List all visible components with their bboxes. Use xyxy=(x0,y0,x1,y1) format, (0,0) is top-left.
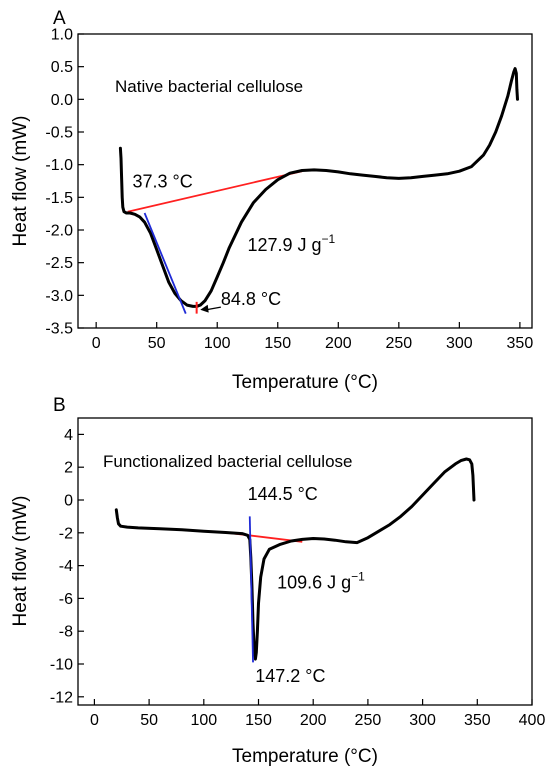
panel-b: B 0 50 100 150 200 250 300 350 400 -12 -10 -8 -6 -4 -2… xyxy=(10,395,545,767)
x-tick-label: 200 xyxy=(300,712,327,729)
panel-a-x-axis-title: Temperature (°C) xyxy=(232,372,378,393)
x-tick-label: 0 xyxy=(92,335,101,352)
panel-a: A 0 50 100 150 200 250 300 350 -3.5 -3.0 -2.5 -2.0 -… xyxy=(10,8,533,393)
y-tick-label: -12 xyxy=(50,689,73,706)
y-tick-label: 0.0 xyxy=(51,92,73,109)
y-tick-label: -1.5 xyxy=(45,190,73,207)
annotation-label: 144.5 °C xyxy=(248,484,318,504)
y-tick-label: -2 xyxy=(59,525,73,542)
annotation-label: 147.2 °C xyxy=(255,666,325,686)
x-tick-label: 100 xyxy=(190,712,217,729)
y-tick-label: -1.0 xyxy=(45,157,73,174)
panel-b-letter: B xyxy=(53,395,66,416)
x-tick-label: 250 xyxy=(385,335,412,352)
y-tick-label: -2.0 xyxy=(45,223,73,240)
y-tick-label: 0.5 xyxy=(51,59,73,76)
panel-a-annotation-lines xyxy=(127,170,303,213)
y-tick-label: 1.0 xyxy=(51,27,73,44)
series-line xyxy=(118,67,519,308)
x-tick-label: 250 xyxy=(355,712,382,729)
panel-a-series xyxy=(118,67,519,314)
x-tick-label: 150 xyxy=(245,712,272,729)
y-tick-label: -3.0 xyxy=(45,288,73,305)
panel-a-y-axis-title: Heat flow (mW) xyxy=(10,116,31,247)
baseline-line xyxy=(127,170,303,213)
x-tick-label: 50 xyxy=(148,335,166,352)
panel-a-annotations: 37.3 °C 127.9 J g−1 84.8 °C xyxy=(132,172,336,313)
x-tick-label: 0 xyxy=(90,712,99,729)
panel-a-letter: A xyxy=(53,8,66,29)
y-tick-label: -4 xyxy=(59,558,73,575)
annotation-label: 127.9 J g−1 xyxy=(247,232,335,255)
panel-b-plot-frame xyxy=(77,417,533,706)
x-tick-label: 350 xyxy=(464,712,491,729)
x-tick-label: 350 xyxy=(507,335,534,352)
y-tick-label: 2 xyxy=(64,460,73,477)
y-tick-label: 4 xyxy=(64,427,73,444)
y-tick-label: 0 xyxy=(64,493,73,510)
onset-tangent-line xyxy=(248,516,254,663)
x-tick-label: 400 xyxy=(519,712,546,729)
panel-a-sample-title: Native bacterial cellulose xyxy=(115,77,303,96)
onset-tangent-line xyxy=(143,212,187,314)
y-tick-label: -8 xyxy=(59,624,73,641)
y-tick-label: -10 xyxy=(50,657,73,674)
peak-arrow-head xyxy=(200,304,209,313)
series-line xyxy=(114,457,476,661)
x-tick-label: 50 xyxy=(140,712,158,729)
panel-a-plot-frame xyxy=(77,33,533,329)
annotation-label: 84.8 °C xyxy=(221,289,281,309)
x-tick-label: 100 xyxy=(204,335,231,352)
y-tick-label: -6 xyxy=(59,591,73,608)
y-tick-label: -3.5 xyxy=(45,321,73,338)
annotation-label: 109.6 J g−1 xyxy=(277,570,365,593)
x-tick-label: 150 xyxy=(264,335,291,352)
panel-b-axes: 0 50 100 150 200 250 300 350 400 -12 -10 -8 -6 -4 -2 0 2… xyxy=(50,427,546,729)
y-tick-label: -2.5 xyxy=(45,255,73,272)
x-tick-label: 300 xyxy=(446,335,473,352)
panel-b-series xyxy=(114,457,476,663)
peak-arrow-shaft xyxy=(206,306,221,311)
x-tick-label: 200 xyxy=(325,335,352,352)
x-tick-label: 300 xyxy=(409,712,436,729)
y-tick-label: -0.5 xyxy=(45,125,73,142)
annotation-label: 37.3 °C xyxy=(132,172,192,192)
panel-b-y-axis-title: Heat flow (mW) xyxy=(10,496,31,627)
panel-a-axes: 0 50 100 150 200 250 300 350 -3.5 -3.0 -2.5 -2.0 -1.… xyxy=(45,27,533,353)
panel-b-annotations: 144.5 °C 109.6 J g−1 147.2 °C xyxy=(248,484,366,686)
panel-b-x-axis-title: Temperature (°C) xyxy=(232,746,378,767)
panel-b-sample-title: Functionalized bacterial cellulose xyxy=(103,452,352,471)
